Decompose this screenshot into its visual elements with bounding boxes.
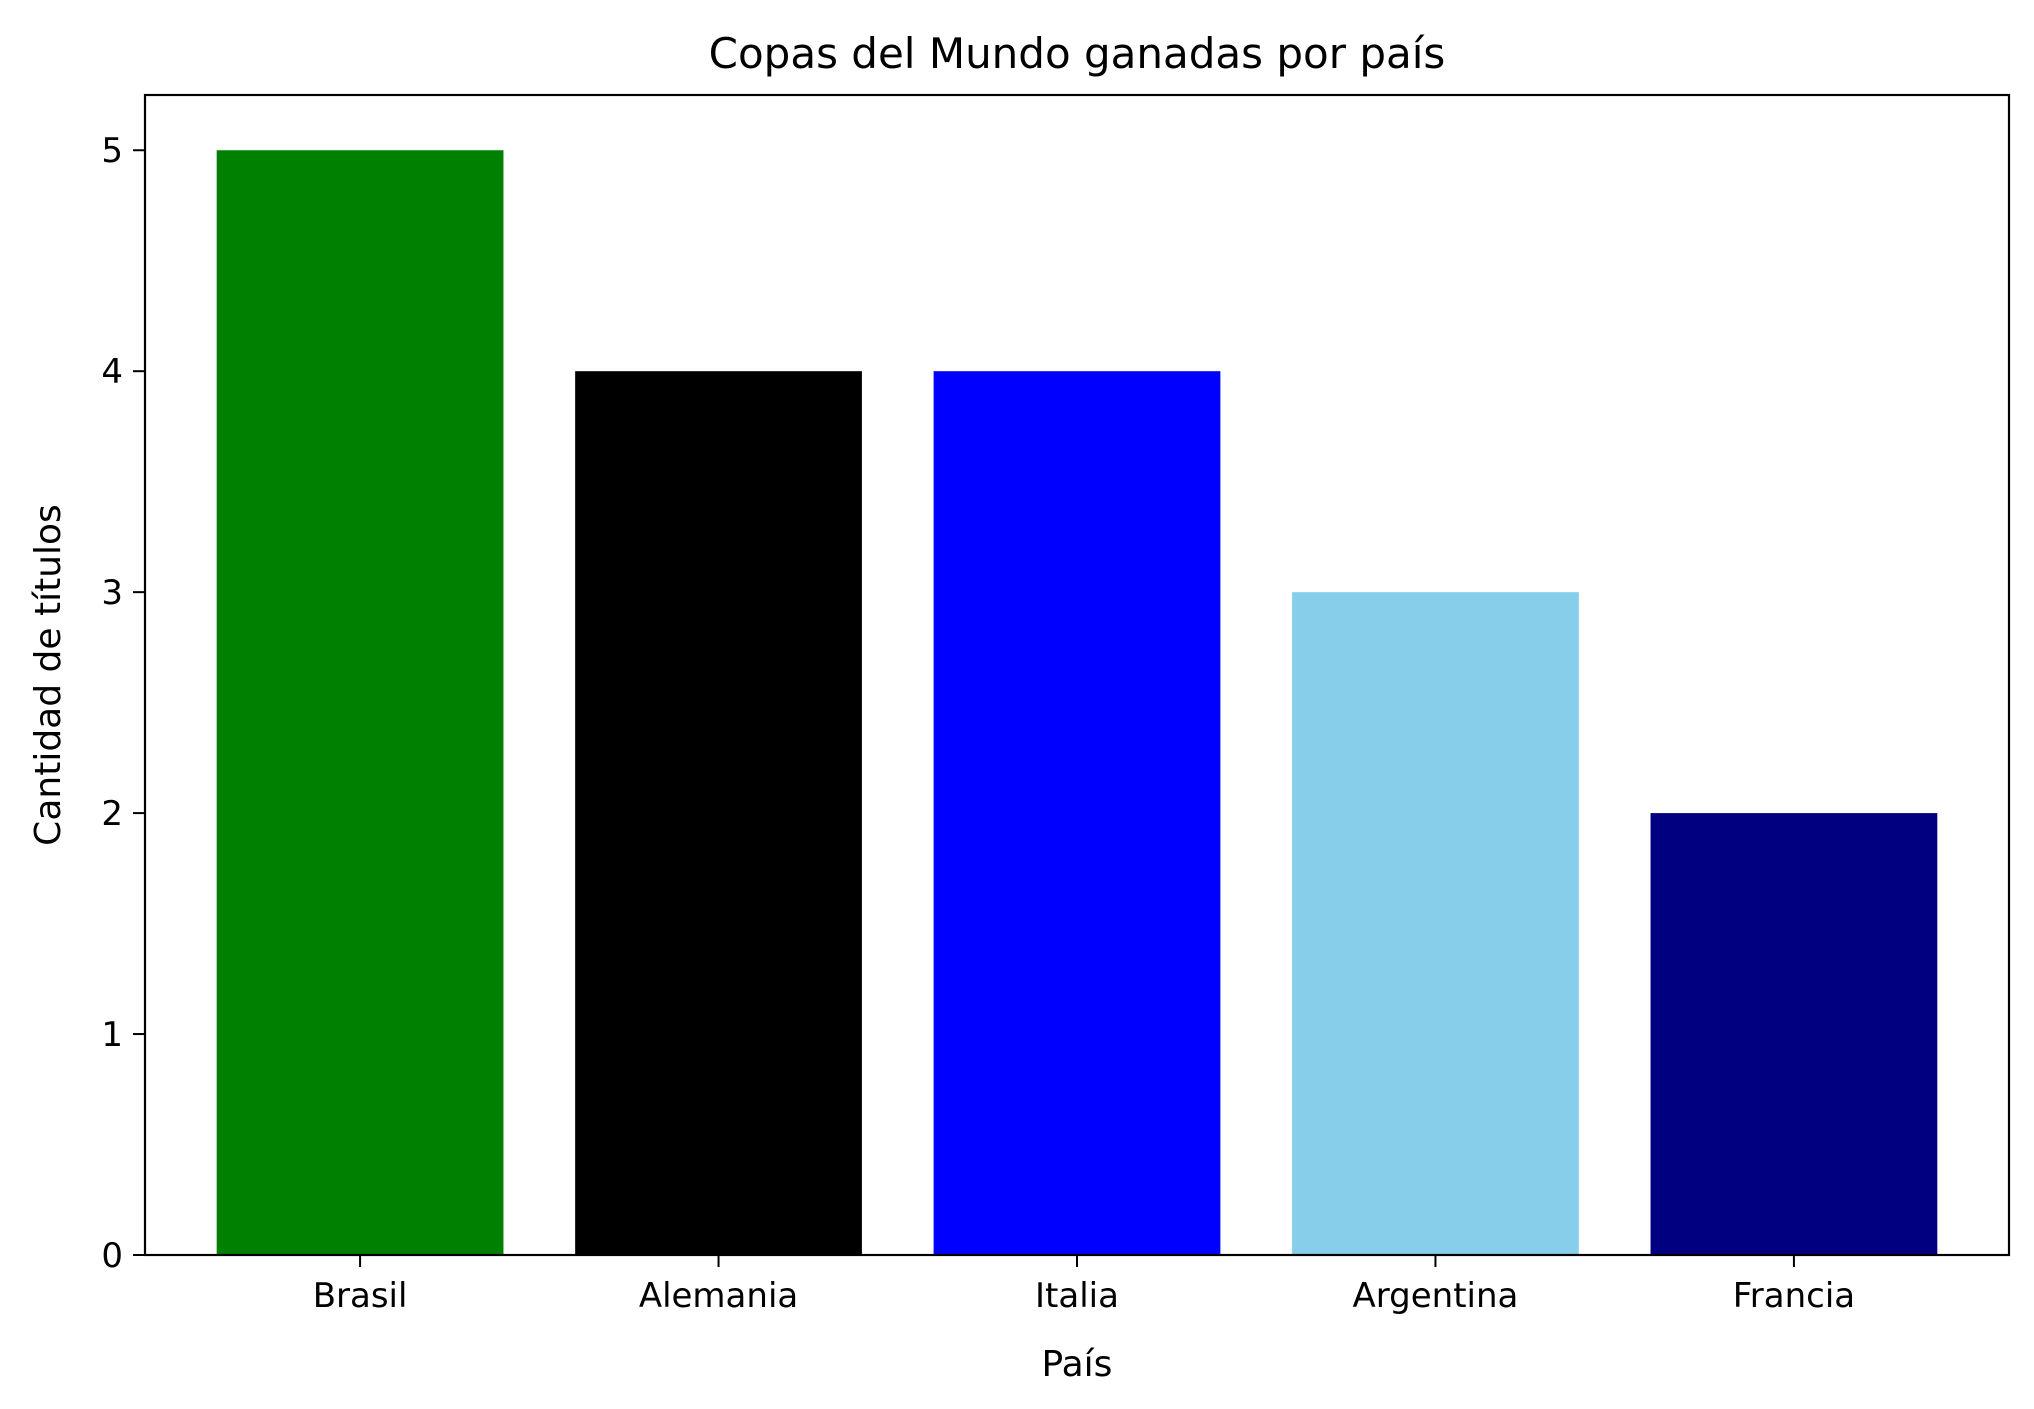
- bar-francia: [1650, 813, 1938, 1255]
- x-tick-label: Brasil: [313, 1276, 408, 1316]
- bar-alemania: [575, 371, 862, 1255]
- x-axis-ticks: Brasil Alemania Italia Argentina Francia: [313, 1255, 1855, 1316]
- bar-italia: [933, 371, 1221, 1255]
- y-tick-label: 5: [101, 131, 123, 171]
- x-tick-label: Alemania: [639, 1276, 798, 1316]
- y-tick-label: 4: [101, 352, 123, 392]
- y-tick-label: 3: [101, 573, 123, 613]
- y-axis-ticks: 0 1 2 3 4 5: [101, 131, 145, 1276]
- bar-argentina: [1292, 592, 1579, 1255]
- chart-title: Copas del Mundo ganadas por país: [709, 29, 1446, 78]
- x-tick-label: Argentina: [1353, 1276, 1519, 1316]
- x-tick-label: Francia: [1733, 1276, 1855, 1316]
- x-axis-label: País: [1042, 1344, 1113, 1385]
- plot-frame: [143, 93, 2011, 1257]
- bar-brasil: [216, 150, 504, 1256]
- y-tick-label: 2: [101, 794, 123, 834]
- bars-group: [216, 150, 1938, 1256]
- y-tick-label: 1: [101, 1015, 123, 1055]
- x-tick-label: Italia: [1035, 1276, 1119, 1316]
- y-axis-label: Cantidad de títulos: [28, 504, 69, 846]
- y-tick-label: 0: [101, 1236, 123, 1276]
